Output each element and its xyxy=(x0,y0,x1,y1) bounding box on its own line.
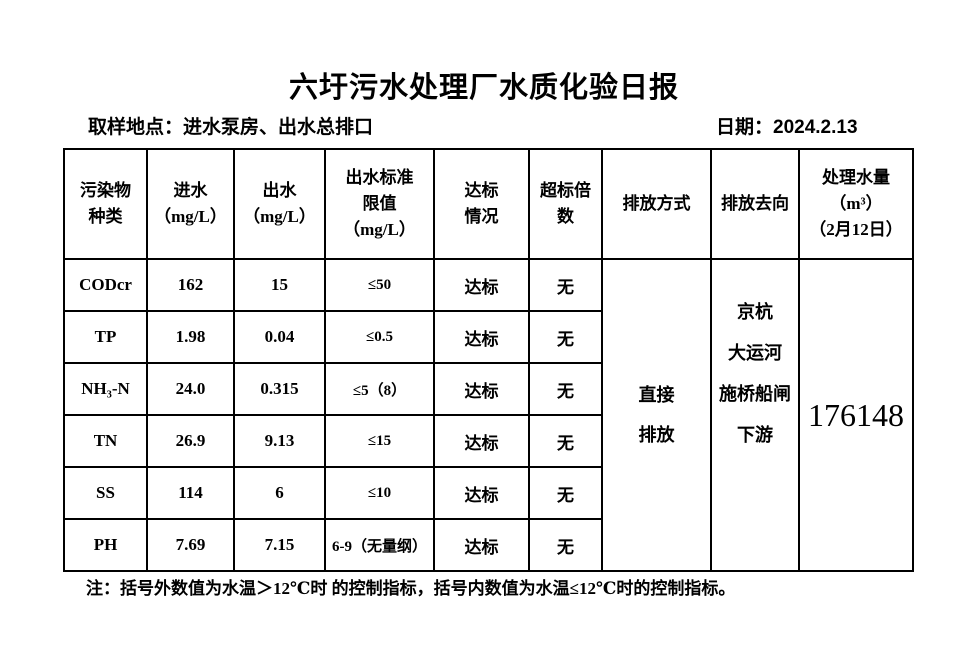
table-row: TP 1.98 0.04 ≤0.5 达标 无 xyxy=(63,310,913,364)
limit-cell: ≤10 xyxy=(324,466,435,520)
exceed-cell: 无 xyxy=(528,258,603,312)
table-row: PH 7.69 7.15 6-9（无量纲） 达标 无 xyxy=(63,518,913,572)
outflow-cell: 7.15 xyxy=(233,518,326,572)
pollutant-cell: CODcr xyxy=(63,258,148,312)
outflow-cell: 0.315 xyxy=(233,362,326,416)
header-discharge-destination: 排放去向 xyxy=(710,148,800,260)
water-quality-table: 污染物 种类 进水 （mg/L） 出水 （mg/L） 出水标准 限值 （mg/L… xyxy=(63,148,914,572)
status-cell: 达标 xyxy=(433,466,530,520)
exceed-cell: 无 xyxy=(528,414,603,468)
pollutant-cell: SS xyxy=(63,466,148,520)
header-limit: 出水标准 限值 （mg/L） xyxy=(324,148,435,260)
discharge-destination-cell: 京杭 大运河 施桥船闸 下游 xyxy=(710,258,800,572)
outflow-cell: 6 xyxy=(233,466,326,520)
pollutant-cell: NH₃-N xyxy=(63,362,148,416)
outflow-cell: 0.04 xyxy=(233,310,326,364)
table-row: SS 114 6 ≤10 达标 无 xyxy=(63,466,913,520)
header-status: 达标 情况 xyxy=(433,148,530,260)
outflow-cell: 15 xyxy=(233,258,326,312)
table-row: NH₃-N 24.0 0.315 ≤5（8） 达标 无 xyxy=(63,362,913,416)
status-cell: 达标 xyxy=(433,310,530,364)
limit-cell: 6-9（无量纲） xyxy=(324,518,435,572)
table-row: TN 26.9 9.13 ≤15 达标 无 xyxy=(63,414,913,468)
limit-cell: ≤50 xyxy=(324,258,435,312)
limit-cell: ≤5（8） xyxy=(324,362,435,416)
exceed-cell: 无 xyxy=(528,466,603,520)
limit-cell: ≤15 xyxy=(324,414,435,468)
status-cell: 达标 xyxy=(433,414,530,468)
page-title: 六圩污水处理厂水质化验日报 xyxy=(288,72,679,104)
pollutant-cell: PH xyxy=(63,518,148,572)
discharge-method-cell: 直接 排放 xyxy=(601,258,712,572)
header-outflow: 出水 （mg/L） xyxy=(233,148,326,260)
header-discharge-method: 排放方式 xyxy=(601,148,712,260)
inflow-cell: 7.69 xyxy=(146,518,235,572)
inflow-cell: 114 xyxy=(146,466,235,520)
table-row: CODcr 162 15 ≤50 达标 无 直接 排放 京杭 大运河 施桥船闸 … xyxy=(63,258,914,572)
header-exceed-multiple: 超标倍 数 xyxy=(528,148,603,260)
header-inflow: 进水 （mg/L） xyxy=(146,148,235,260)
exceed-cell: 无 xyxy=(528,518,603,572)
treated-volume-cell: 176148 xyxy=(798,258,914,572)
report-date-label: 日期：2024.2.13 xyxy=(716,117,858,138)
subtitle-row: 取样地点：进水泵房、出水总排口 日期：2024.2.13 xyxy=(0,112,968,138)
header-treated-volume: 处理水量 （m³） （2月12日） xyxy=(798,148,914,260)
sampling-location-label: 取样地点：进水泵房、出水总排口 xyxy=(88,117,374,138)
exceed-cell: 无 xyxy=(528,362,603,416)
header-pollutant-type: 污染物 种类 xyxy=(63,148,148,260)
inflow-cell: 26.9 xyxy=(146,414,235,468)
status-cell: 达标 xyxy=(433,518,530,572)
control-indicator-note: 注：括号外数值为水温＞12℃时 的控制指标，括号内数值为水温≤12℃时的控制指标… xyxy=(86,579,736,598)
status-cell: 达标 xyxy=(433,362,530,416)
inflow-cell: 162 xyxy=(146,258,235,312)
pollutant-cell: TP xyxy=(63,310,148,364)
status-cell: 达标 xyxy=(433,258,530,312)
pollutant-cell: TN xyxy=(63,414,148,468)
outflow-cell: 9.13 xyxy=(233,414,326,468)
inflow-cell: 1.98 xyxy=(146,310,235,364)
exceed-cell: 无 xyxy=(528,310,603,364)
inflow-cell: 24.0 xyxy=(146,362,235,416)
limit-cell: ≤0.5 xyxy=(324,310,435,364)
table-header-row: 污染物 种类 进水 （mg/L） 出水 （mg/L） 出水标准 限值 （mg/L… xyxy=(63,148,914,260)
